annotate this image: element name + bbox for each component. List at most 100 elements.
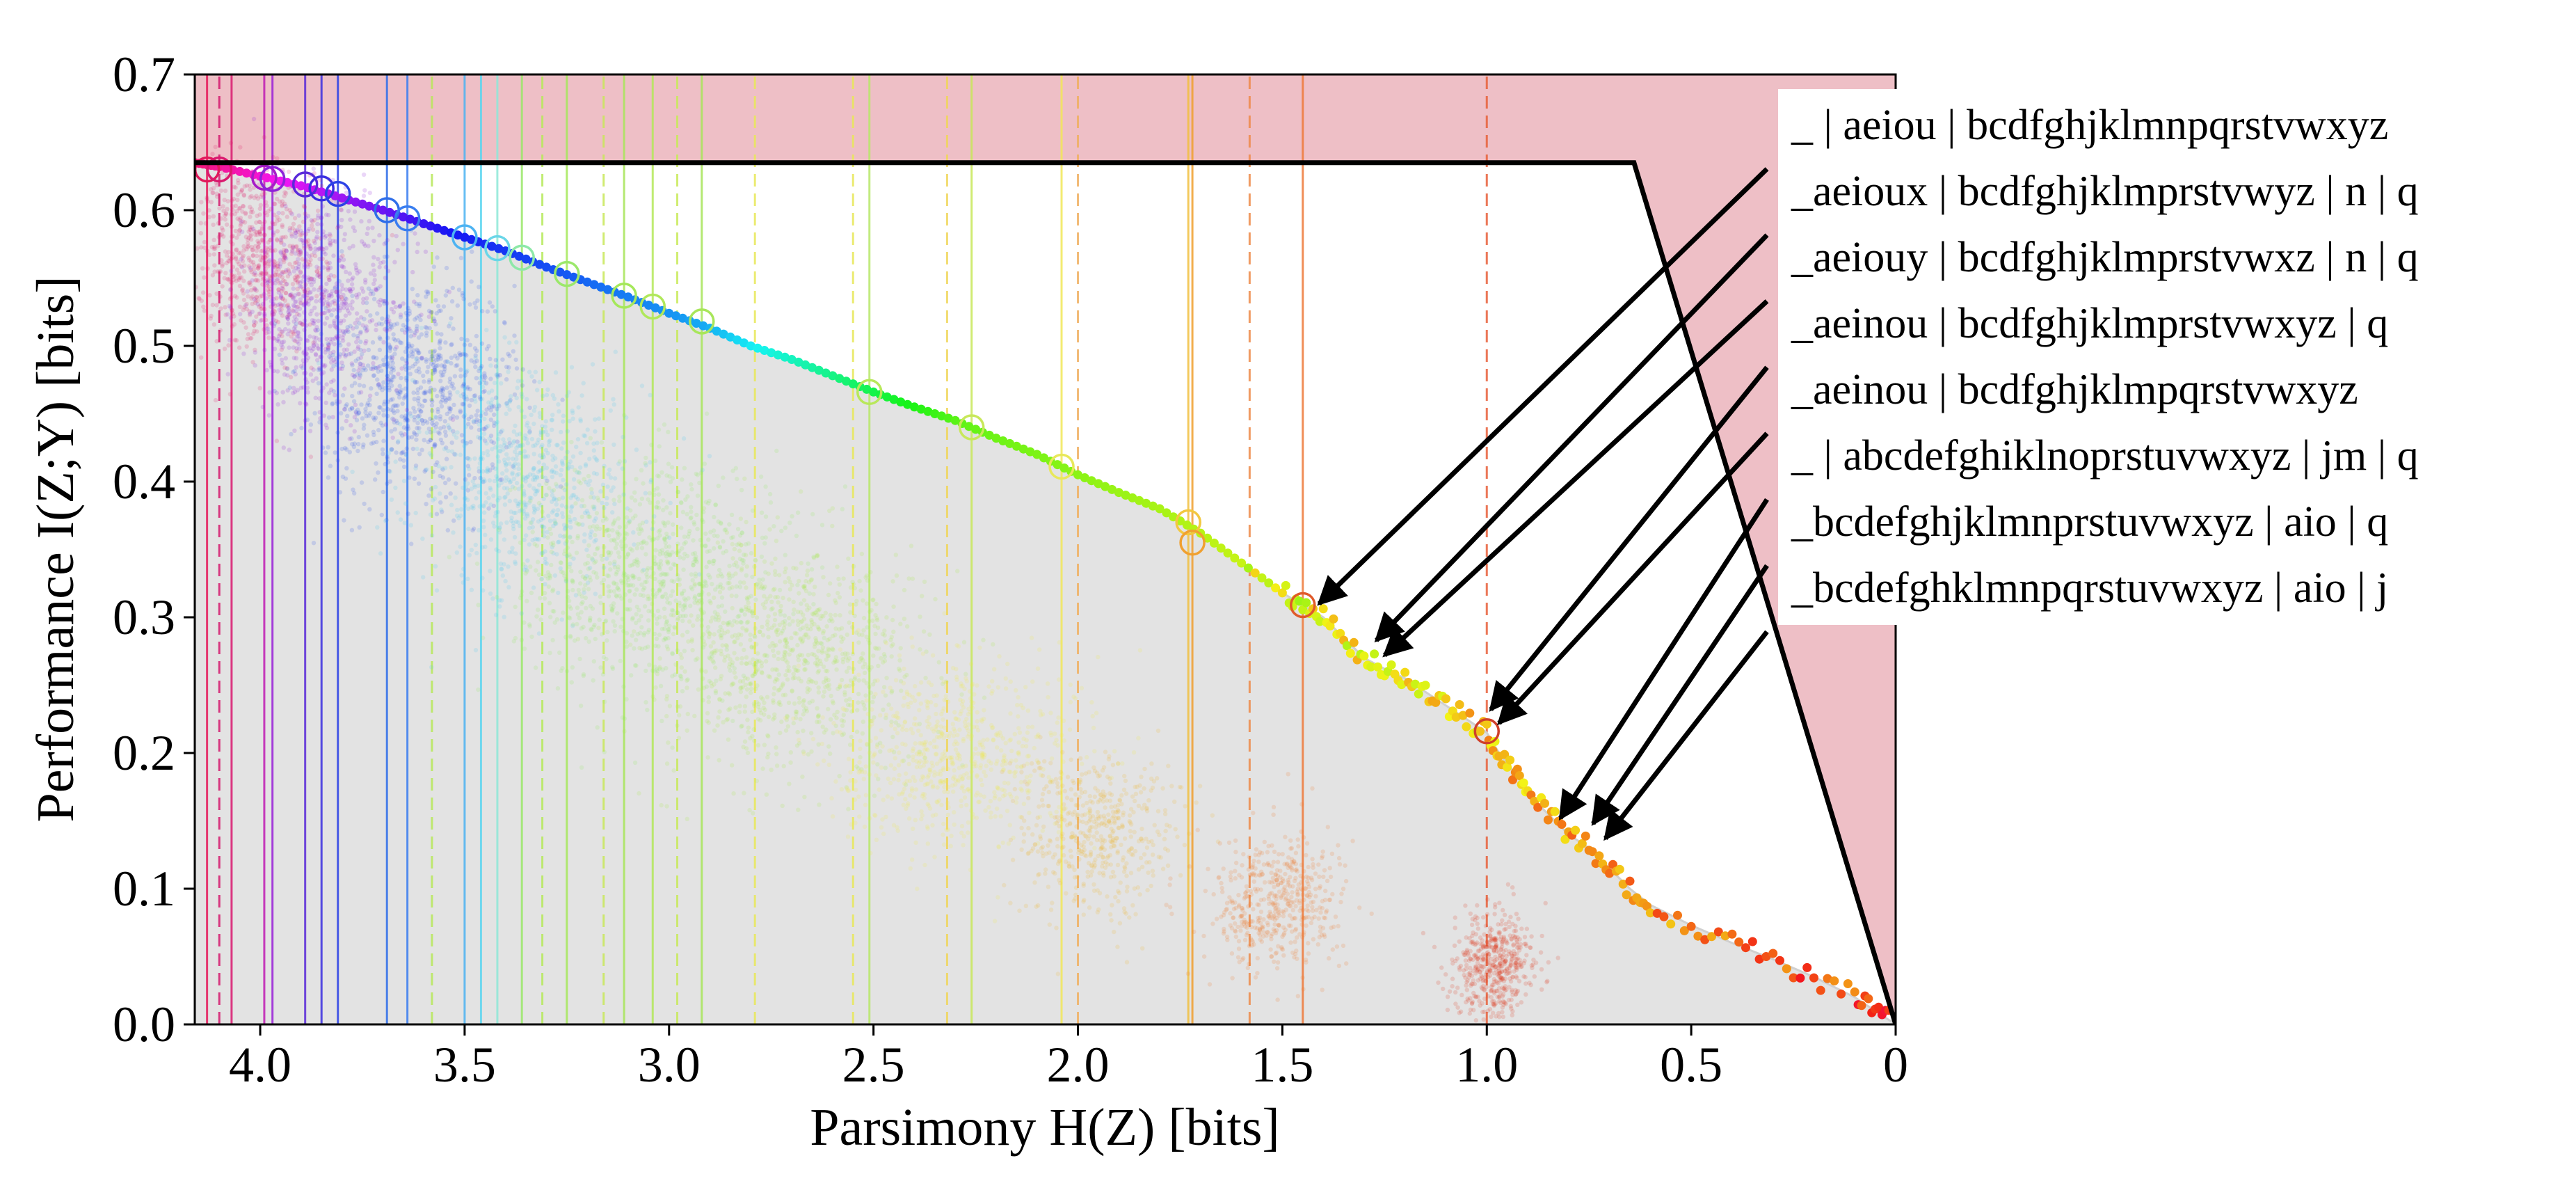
scatter-point	[326, 346, 331, 351]
scatter-point	[367, 190, 372, 196]
scatter-point	[637, 502, 643, 507]
scatter-point	[350, 299, 355, 304]
scatter-point	[632, 490, 637, 495]
scatter-point	[270, 310, 275, 315]
scatter-point	[248, 228, 253, 232]
scatter-point	[333, 393, 337, 398]
scatter-point	[232, 294, 238, 299]
scatter-point	[730, 556, 735, 561]
scatter-point	[293, 299, 298, 304]
scatter-point	[614, 570, 619, 575]
scatter-point	[637, 646, 642, 651]
scatter-point	[762, 707, 767, 713]
scatter-point	[262, 292, 266, 297]
scatter-point	[671, 522, 675, 527]
scatter-point	[344, 296, 349, 301]
scatter-point	[376, 369, 381, 374]
scatter-point	[795, 618, 801, 624]
scatter-point	[427, 388, 432, 394]
scatter-point	[591, 678, 595, 683]
scatter-point	[712, 533, 717, 538]
scatter-point	[311, 340, 316, 345]
scatter-point	[735, 620, 739, 625]
scatter-point	[918, 701, 924, 706]
scatter-point	[291, 330, 296, 335]
scatter-point	[381, 357, 386, 363]
scatter-point	[798, 717, 803, 722]
scatter-point	[364, 300, 369, 306]
scatter-point	[662, 606, 667, 611]
scatter-point	[480, 576, 485, 580]
scatter-point	[655, 672, 660, 676]
scatter-point	[669, 465, 675, 470]
scatter-point	[335, 315, 339, 320]
scatter-point	[639, 625, 644, 630]
scatter-point	[514, 366, 520, 371]
scatter-point	[262, 249, 268, 254]
scatter-point	[516, 466, 521, 471]
scatter-point	[634, 557, 639, 562]
scatter-point	[391, 332, 396, 337]
scatter-point	[447, 397, 452, 402]
scatter-point	[290, 282, 296, 287]
scatter-point	[316, 381, 321, 386]
scatter-point	[742, 580, 746, 585]
scatter-point	[231, 274, 236, 279]
scatter-point	[675, 541, 680, 546]
scatter-point	[578, 417, 583, 422]
scatter-point	[387, 469, 392, 474]
scatter-point	[783, 672, 788, 678]
scatter-point	[566, 466, 570, 471]
scatter-point	[499, 566, 504, 572]
scatter-point	[339, 366, 344, 372]
scatter-point	[295, 334, 300, 339]
scatter-point	[622, 413, 627, 418]
scatter-point	[681, 556, 686, 561]
scatter-point	[308, 246, 313, 252]
scatter-point	[394, 450, 399, 455]
scatter-point	[643, 552, 648, 557]
scatter-point	[262, 210, 268, 215]
scatter-point	[898, 621, 903, 626]
scatter-point	[788, 750, 794, 755]
scatter-point	[531, 467, 536, 472]
scatter-point	[797, 695, 802, 701]
scatter-point	[301, 286, 306, 292]
scatter-point	[279, 289, 284, 294]
scatter-point	[550, 413, 555, 418]
scatter-point	[539, 577, 544, 582]
scatter-point	[861, 678, 866, 683]
scatter-point	[612, 476, 618, 481]
scatter-point	[297, 284, 303, 289]
scatter-point	[657, 665, 662, 669]
scatter-point	[344, 418, 349, 424]
scatter-point	[394, 234, 399, 239]
scatter-point	[519, 409, 524, 413]
scatter-point	[745, 718, 750, 722]
scatter-point	[520, 383, 525, 388]
scatter-point	[281, 399, 286, 405]
scatter-point	[343, 404, 349, 409]
scatter-point	[326, 342, 331, 347]
scatter-point	[575, 621, 579, 627]
scatter-point	[248, 267, 253, 272]
scatter-point	[723, 609, 728, 614]
scatter-point	[739, 656, 744, 661]
scatter-point	[664, 761, 670, 766]
scatter-point	[474, 358, 479, 363]
scatter-point	[301, 358, 305, 363]
scatter-point	[963, 672, 968, 676]
scatter-point	[252, 323, 257, 328]
scatter-point	[212, 263, 217, 268]
scatter-point	[311, 239, 317, 244]
scatter-point	[287, 262, 292, 267]
scatter-point	[646, 618, 651, 623]
scatter-point	[513, 510, 518, 516]
scatter-point	[355, 407, 360, 412]
scatter-point	[803, 706, 809, 711]
scatter-point	[576, 522, 581, 527]
scatter-point	[372, 278, 377, 283]
scatter-point	[666, 520, 671, 525]
scatter-point	[652, 631, 657, 637]
scatter-point	[239, 275, 244, 280]
